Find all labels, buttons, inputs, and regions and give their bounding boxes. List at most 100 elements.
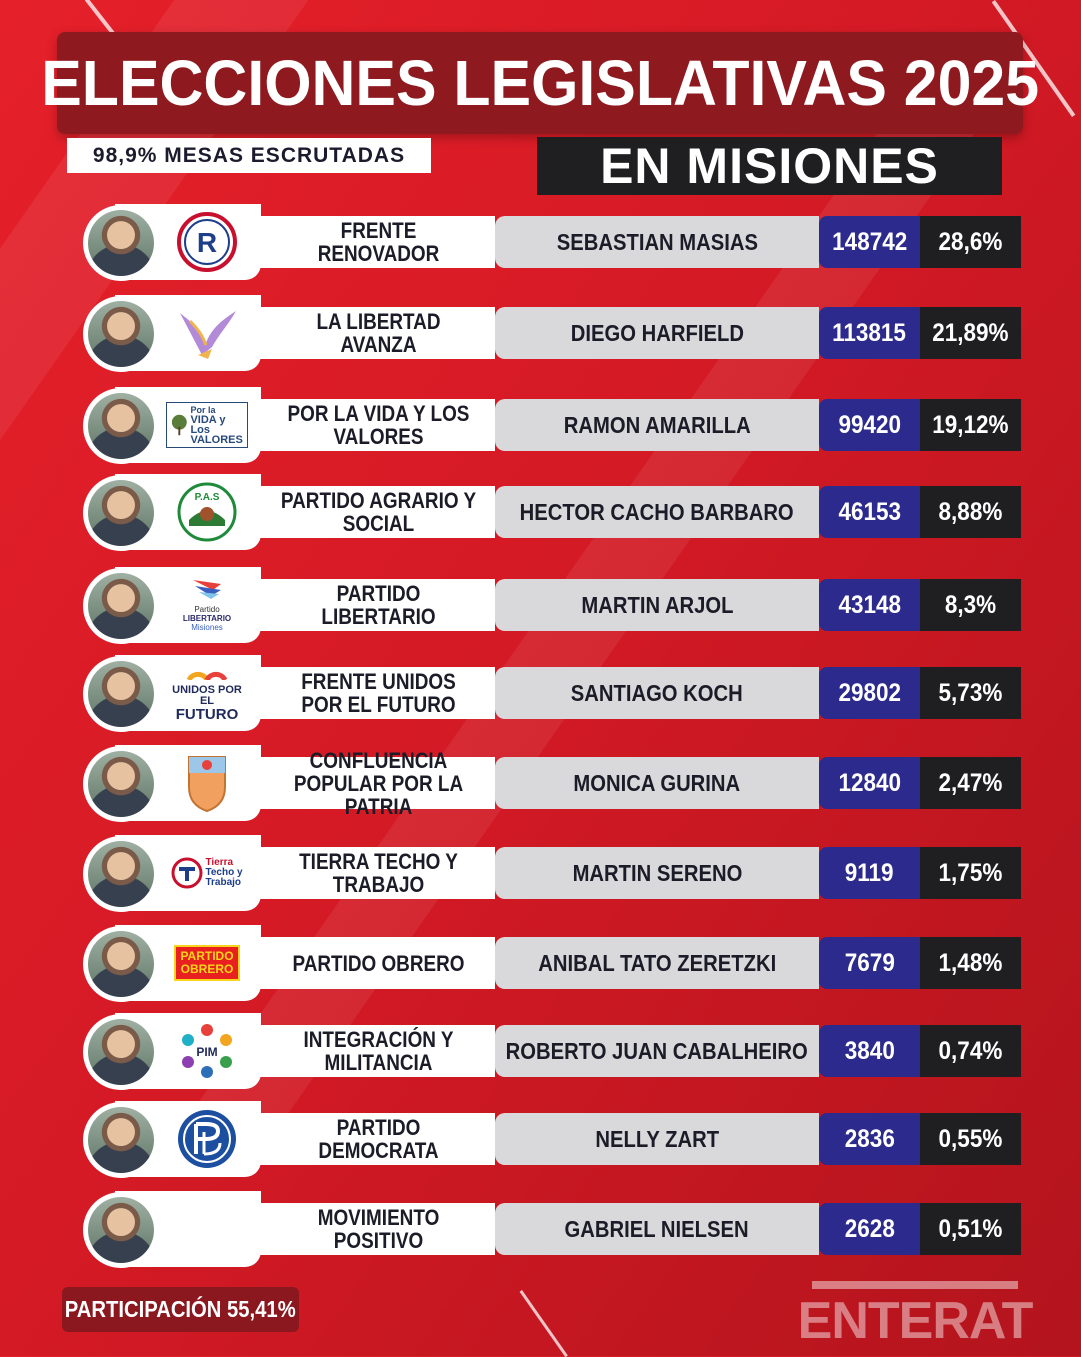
candidate-avatar xyxy=(83,475,159,551)
candidate-name: GABRIEL NIELSEN xyxy=(495,1203,819,1255)
votes-count: 12840 xyxy=(819,757,920,809)
result-row: Tierra Techo y Trabajo TIERRA TECHO Y TR… xyxy=(0,835,1081,913)
pim-logo: PIM xyxy=(168,1020,246,1082)
result-row: Por la VIDA y Los VALORES POR LA VIDA Y … xyxy=(0,387,1081,465)
votes-count: 2628 xyxy=(819,1203,920,1255)
background-line xyxy=(519,1290,568,1357)
candidate-avatar xyxy=(83,296,159,372)
candidate-avatar xyxy=(83,1014,159,1090)
unidos-futuro-logo: UNIDOS POR EL FUTURO xyxy=(168,662,246,724)
candidate-avatar xyxy=(83,656,159,732)
svg-text:PIM: PIM xyxy=(196,1045,217,1059)
result-row: CONFLUENCIA POPULAR POR LA PATRIA MONICA… xyxy=(0,745,1081,823)
vote-percent: 1,48% xyxy=(920,937,1021,989)
candidate-avatar xyxy=(83,205,159,281)
candidate-name: NELLY ZART xyxy=(495,1113,819,1165)
candidate-name: DIEGO HARFIELD xyxy=(495,307,819,359)
svg-text:P.A.S: P.A.S xyxy=(195,492,220,503)
votes-count: 99420 xyxy=(819,399,920,451)
confluencia-logo xyxy=(168,752,246,814)
vote-percent: 0,74% xyxy=(920,1025,1021,1077)
result-row: PARTIDO DEMOCRATA NELLY ZART 2836 0,55% xyxy=(0,1101,1081,1179)
pim-icon: PIM xyxy=(182,1024,232,1078)
vote-percent: 19,12% xyxy=(920,399,1021,451)
vote-percent: 0,51% xyxy=(920,1203,1021,1255)
por-la-vida-logo: Por la VIDA y Los VALORES xyxy=(165,394,249,456)
rainbow-icon xyxy=(186,671,228,682)
candidate-avatar xyxy=(83,1102,159,1178)
votes-count: 46153 xyxy=(819,486,920,538)
candidate-name: RAMON AMARILLA xyxy=(495,399,819,451)
pas-icon: P.A.S xyxy=(177,482,237,542)
partido-democrata-logo xyxy=(168,1108,246,1170)
party-name: FRENTE UNIDOS POR EL FUTURO xyxy=(301,669,456,717)
vote-percent: 21,89% xyxy=(920,307,1021,359)
vote-percent: 8,88% xyxy=(920,486,1021,538)
candidate-avatar xyxy=(83,836,159,912)
result-row: LA LIBERTAD AVANZA DIEGO HARFIELD 113815… xyxy=(0,295,1081,373)
candidate-name: ANIBAL TATO ZERETZKI xyxy=(495,937,819,989)
result-row: R FRENTE RENOVADOR SEBASTIAN MASIAS 1487… xyxy=(0,204,1081,282)
candidate-avatar xyxy=(83,568,159,644)
result-row: PIM INTEGRACIÓN Y MILITANCIA ROBERTO JUA… xyxy=(0,1013,1081,1091)
party-name: PARTIDO OBRERO xyxy=(292,950,465,976)
party-name: PARTIDO LIBERTARIO xyxy=(321,581,436,629)
shield-icon xyxy=(188,756,226,813)
result-row: MOVIMIENTO POSITIVO GABRIEL NIELSEN 2628… xyxy=(0,1191,1081,1269)
vote-percent: 0,55% xyxy=(920,1113,1021,1165)
subtitle-banner: EN MISIONES xyxy=(537,137,1002,195)
votes-count: 3840 xyxy=(819,1025,920,1077)
party-name: MOVIMIENTO POSITIVO xyxy=(317,1205,440,1253)
party-name: FRENTE RENOVADOR xyxy=(317,218,440,266)
vote-percent: 28,6% xyxy=(920,216,1021,268)
eagle-icon xyxy=(180,311,236,359)
party-name: TIERRA TECHO Y TRABAJO xyxy=(299,849,458,897)
votes-count: 29802 xyxy=(819,667,920,719)
tierra-techo-logo: Tierra Techo y Trabajo xyxy=(168,842,246,904)
vote-percent: 8,3% xyxy=(920,579,1021,631)
brand-watermark: ENTERAT xyxy=(798,1281,1033,1351)
votes-count: 113815 xyxy=(819,307,920,359)
libertad-avanza-logo xyxy=(168,302,246,364)
candidate-avatar xyxy=(83,1192,159,1268)
votes-count: 148742 xyxy=(819,216,920,268)
pas-logo: P.A.S xyxy=(168,481,246,543)
result-row: UNIDOS POR EL FUTURO FRENTE UNIDOS POR E… xyxy=(0,655,1081,733)
participation-badge: PARTICIPACIÓN 55,41% xyxy=(62,1287,299,1332)
title-banner: ELECCIONES LEGISLATIVAS 2025 xyxy=(41,32,1039,134)
party-name: PARTIDO AGRARIO Y SOCIAL xyxy=(280,488,477,536)
candidate-name: MARTIN SERENO xyxy=(495,847,819,899)
partido-obrero-logo: PARTIDO OBRERO xyxy=(168,932,246,994)
mesas-badge: 98,9% MESAS ESCRUTADAS xyxy=(67,138,431,173)
party-name: INTEGRACIÓN Y MILITANCIA xyxy=(303,1027,454,1075)
svg-text:R: R xyxy=(197,227,217,258)
partido-libertario-logo: Partido LIBERTARIO Misiones xyxy=(168,574,246,636)
vote-percent: 5,73% xyxy=(920,667,1021,719)
candidate-name: ROBERTO JUAN CABALHEIRO xyxy=(495,1025,819,1077)
votes-count: 43148 xyxy=(819,579,920,631)
page-title: ELECCIONES LEGISLATIVAS 2025 xyxy=(41,47,1039,119)
frente-renovador-logo: R xyxy=(168,211,246,273)
result-row: Partido LIBERTARIO Misiones PARTIDO LIBE… xyxy=(0,567,1081,645)
result-row: P.A.S PARTIDO AGRARIO Y SOCIAL HECTOR CA… xyxy=(0,474,1081,552)
candidate-avatar xyxy=(83,746,159,822)
votes-count: 7679 xyxy=(819,937,920,989)
party-name: LA LIBERTAD AVANZA xyxy=(316,309,441,357)
votes-count: 9119 xyxy=(819,847,920,899)
candidate-name: HECTOR CACHO BARBARO xyxy=(495,486,819,538)
result-row: PARTIDO OBRERO PARTIDO OBRERO ANIBAL TAT… xyxy=(0,925,1081,1003)
party-name: POR LA VIDA Y LOS VALORES xyxy=(287,401,470,449)
candidate-avatar xyxy=(83,388,159,464)
candidate-name: SANTIAGO KOCH xyxy=(495,667,819,719)
vote-percent: 1,75% xyxy=(920,847,1021,899)
candidate-name: MARTIN ARJOL xyxy=(495,579,819,631)
party-name: PARTIDO DEMOCRATA xyxy=(318,1115,439,1163)
tree-icon xyxy=(171,414,187,436)
ttt-icon xyxy=(171,857,203,889)
votes-count: 2836 xyxy=(819,1113,920,1165)
candidate-avatar xyxy=(83,926,159,1002)
frente-renovador-icon: R xyxy=(177,212,237,272)
pd-icon xyxy=(178,1110,236,1168)
libertario-icon xyxy=(192,580,221,599)
candidate-name: SEBASTIAN MASIAS xyxy=(495,216,819,268)
